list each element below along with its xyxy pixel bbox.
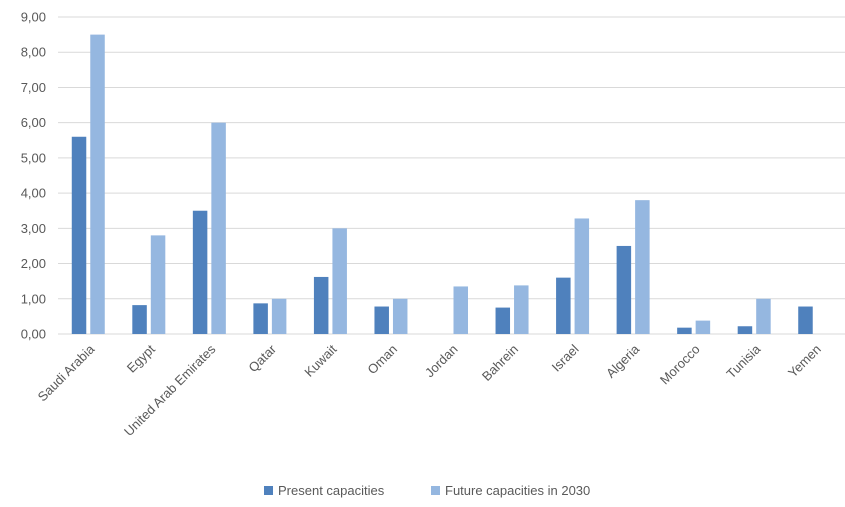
bar-future	[271, 298, 287, 334]
y-tick-label: 5,00	[21, 150, 46, 165]
bar-future	[756, 298, 771, 334]
legend-swatch-future	[431, 486, 440, 495]
x-tick-label: Qatar	[245, 341, 279, 375]
bar-future	[332, 228, 347, 334]
y-tick-label: 8,00	[21, 45, 46, 60]
bar-present	[616, 245, 632, 334]
bar-present	[737, 326, 753, 334]
y-tick-label: 4,00	[21, 186, 46, 201]
x-tick-label: Saudi Arabia	[35, 341, 98, 404]
bar-future	[453, 286, 468, 334]
y-tick-label: 2,00	[21, 256, 46, 271]
bar-future	[90, 34, 105, 334]
x-tick-label: Tunisia	[723, 341, 763, 381]
legend: Present capacities Future capacities in …	[264, 483, 590, 498]
bar-future	[211, 122, 226, 335]
legend-label-future: Future capacities in 2030	[445, 483, 590, 498]
bar-present	[556, 277, 571, 334]
x-tick-label: Egypt	[124, 341, 158, 375]
x-tick-label: Bahrein	[479, 342, 521, 384]
bar-present	[798, 306, 813, 334]
bar-future	[574, 218, 590, 334]
bar-present	[192, 210, 208, 334]
y-tick-label: 6,00	[21, 115, 46, 130]
x-tick-label: Israel	[549, 341, 582, 374]
legend-label-present: Present capacities	[278, 483, 385, 498]
bar-future	[695, 320, 711, 334]
bar-present	[313, 276, 329, 334]
x-tick-label: Jordan	[422, 342, 461, 381]
legend-swatch-present	[264, 486, 273, 495]
bar-present	[253, 303, 268, 334]
bar-present	[495, 307, 511, 334]
gridlines	[58, 16, 845, 335]
x-tick-label: Morocco	[657, 342, 703, 388]
y-tick-label: 1,00	[21, 291, 46, 306]
bar-present	[374, 306, 389, 334]
bar-present	[132, 305, 147, 334]
x-tick-label: Yemen	[785, 342, 824, 381]
bar-future	[392, 298, 408, 334]
bars	[71, 34, 813, 335]
x-tick-label: Kuwait	[301, 341, 339, 379]
x-tick-label: Oman	[364, 342, 400, 378]
y-axis-ticks: 0,00 1,00 2,00 3,00 4,00 5,00 6,00 7,00 8,00 9,00	[21, 10, 46, 342]
y-tick-label: 7,00	[21, 80, 46, 95]
bar-present	[677, 327, 692, 334]
bar-present	[71, 136, 87, 334]
y-tick-label: 3,00	[21, 221, 46, 236]
bar-future	[150, 235, 166, 334]
x-tick-label: Algeria	[603, 341, 643, 381]
bar-future	[635, 200, 650, 334]
y-tick-label: 9,00	[21, 10, 46, 25]
y-tick-label: 0,00	[21, 327, 46, 342]
bar-future	[514, 285, 529, 334]
